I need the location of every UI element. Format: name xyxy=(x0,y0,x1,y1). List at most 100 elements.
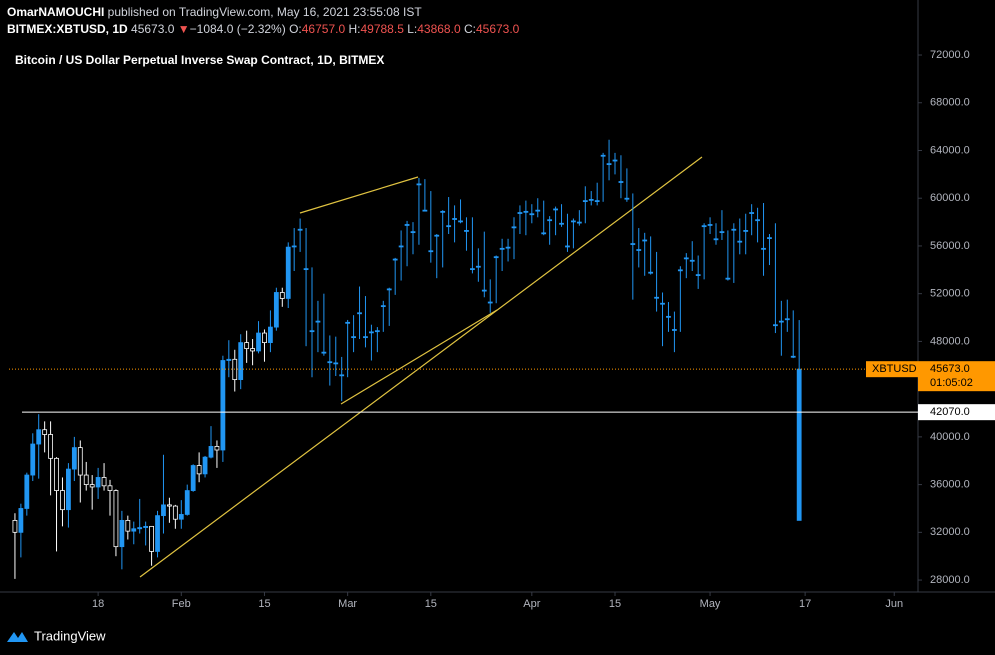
candle-body xyxy=(137,527,143,530)
x-tick-label: Mar xyxy=(338,598,357,610)
candle-body xyxy=(30,443,36,476)
candle-body xyxy=(155,515,160,552)
candle-body xyxy=(184,490,190,515)
candle-body xyxy=(636,249,642,251)
candle-body xyxy=(695,274,701,276)
candle-body xyxy=(612,159,618,162)
candle-body xyxy=(535,209,541,212)
candle-body xyxy=(481,289,487,292)
x-tick-label: Apr xyxy=(523,598,540,610)
candle-body xyxy=(553,208,558,211)
candle-body xyxy=(505,246,511,249)
candle-body xyxy=(89,484,95,488)
candle-body xyxy=(689,259,695,262)
candle-body xyxy=(143,525,149,528)
candle-body xyxy=(487,301,493,304)
candle-body xyxy=(357,312,362,315)
candle-body xyxy=(666,315,671,318)
y-tick-label: 60000.0 xyxy=(930,192,970,204)
y-tick-label: 68000.0 xyxy=(930,97,970,109)
candle-body xyxy=(725,277,731,280)
candle-body xyxy=(523,210,529,213)
low: 43868.0 xyxy=(417,22,461,36)
candle-body xyxy=(654,296,659,299)
candle-body xyxy=(66,468,71,511)
header-line: OmarNAMOUCHI published on TradingView.co… xyxy=(7,5,422,19)
candle-body xyxy=(172,505,178,520)
x-tick-label: 15 xyxy=(609,598,621,610)
candle-body xyxy=(119,520,125,548)
candle-body xyxy=(475,265,481,268)
candle-body xyxy=(796,368,802,521)
last-price-label: 45673.0 xyxy=(930,363,970,375)
candle-body xyxy=(392,258,398,261)
candle-body xyxy=(422,209,428,212)
candle-body xyxy=(178,514,184,520)
candle-body xyxy=(737,240,743,243)
candle-body xyxy=(440,210,446,213)
candle-body xyxy=(470,268,475,271)
candle-body xyxy=(351,336,356,339)
o-label: O: xyxy=(289,22,302,36)
candle-body xyxy=(315,320,321,323)
y-tick-label: 64000.0 xyxy=(930,144,970,156)
candle-body xyxy=(167,504,172,507)
x-tick-label: Feb xyxy=(172,598,191,610)
chart-title: Bitcoin / US Dollar Perpetual Inverse Sw… xyxy=(15,53,384,67)
candle-body xyxy=(262,332,267,344)
candle-body xyxy=(339,374,345,377)
candle-body xyxy=(428,250,434,253)
candle-body xyxy=(594,200,600,203)
candle-body xyxy=(220,360,226,451)
candle-body xyxy=(60,490,65,511)
candle-body xyxy=(369,331,374,334)
x-tick-label: 15 xyxy=(425,598,437,610)
candle-body xyxy=(48,434,53,459)
x-tick-label: May xyxy=(700,598,721,610)
candle-body xyxy=(291,245,297,248)
candle-body xyxy=(18,508,24,533)
x-tick-label: Jun xyxy=(885,598,903,610)
price: 45673.0 xyxy=(131,22,175,36)
symbol-box xyxy=(866,361,918,378)
trend-line xyxy=(139,156,703,578)
candle-body xyxy=(374,330,380,333)
candle-body xyxy=(701,225,707,228)
candle-body xyxy=(493,256,499,259)
candle-body xyxy=(149,525,154,552)
candle-body xyxy=(214,446,220,451)
candle-body xyxy=(380,305,386,308)
candle-body xyxy=(250,348,255,352)
candle-body xyxy=(565,245,570,248)
candle-body xyxy=(499,247,505,250)
candle-body xyxy=(434,234,440,237)
h-label: H: xyxy=(348,22,361,36)
candle-body xyxy=(719,231,725,234)
candle-body xyxy=(303,268,309,271)
candle-body xyxy=(279,292,285,299)
candle-body xyxy=(511,226,517,229)
hline-label-box xyxy=(918,404,995,421)
author: OmarNAMOUCHI xyxy=(7,5,105,19)
high: 49788.5 xyxy=(360,22,404,36)
candle-body xyxy=(576,221,582,224)
x-tick-label: 15 xyxy=(258,598,270,610)
y-tick-label: 48000.0 xyxy=(930,335,970,347)
candle-body xyxy=(404,224,410,226)
y-tick-label: 40000.0 xyxy=(930,431,970,443)
candle-body xyxy=(416,183,422,186)
candle-body xyxy=(297,228,303,231)
candle-body xyxy=(618,181,624,183)
candle-body xyxy=(784,318,790,321)
candle-body xyxy=(559,222,564,225)
l-label: L: xyxy=(407,22,418,36)
candle-body xyxy=(642,239,648,242)
candle-body xyxy=(446,225,452,228)
candle-body xyxy=(321,351,327,354)
candle-body xyxy=(273,292,279,328)
arrow: ▼ xyxy=(177,22,190,36)
trend-line xyxy=(299,176,419,214)
candle-body xyxy=(309,330,315,333)
symbol: BITMEX:XBTUSD, 1D xyxy=(7,22,128,36)
